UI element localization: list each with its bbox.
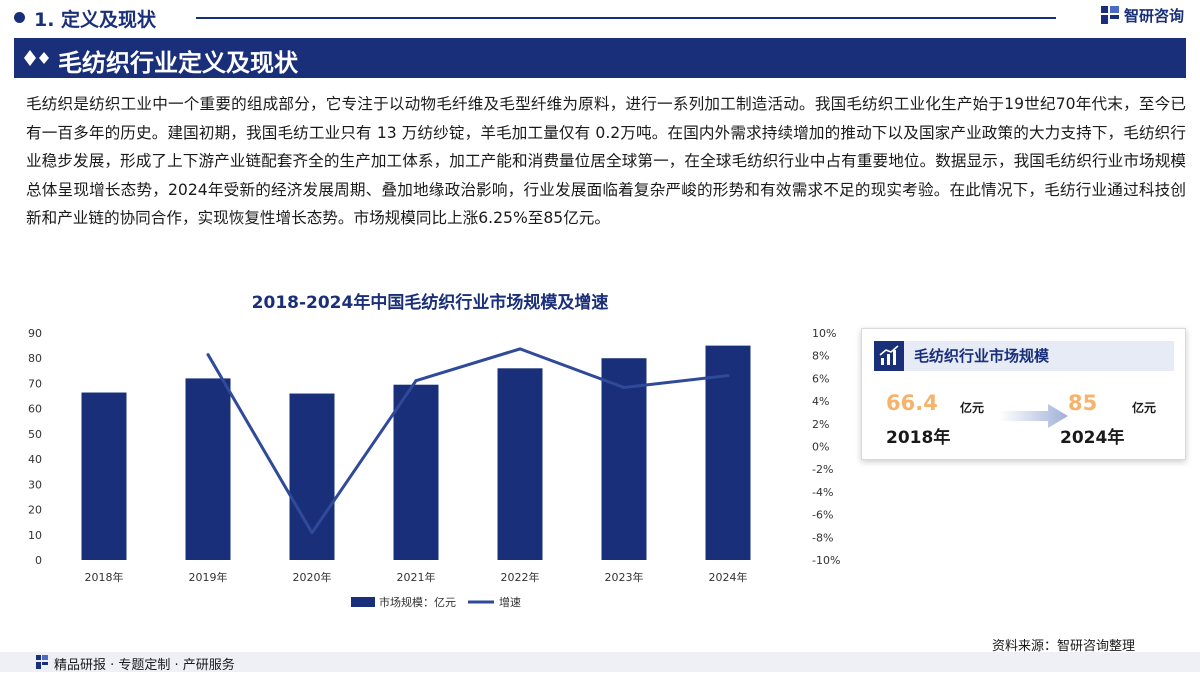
diamond-bullets-icon bbox=[24, 50, 49, 66]
growth-rate-point bbox=[518, 347, 522, 351]
left-tick-label: 0 bbox=[35, 554, 42, 567]
x-axis-labels: 2018年 2019年 2020年 2021年 2022年 2023年 2024年 bbox=[85, 570, 748, 584]
right-tick-label: -8% bbox=[812, 531, 833, 544]
growth-rate-point bbox=[726, 374, 730, 378]
brand-name: 智研咨询 bbox=[1124, 6, 1185, 25]
left-tick-label: 30 bbox=[28, 478, 42, 491]
brand-logo-icon bbox=[1101, 6, 1119, 24]
arrow-right-icon bbox=[1000, 404, 1068, 428]
legend-bar-swatch bbox=[351, 597, 375, 607]
market-size-bar bbox=[601, 358, 647, 560]
market-size-bar bbox=[289, 393, 335, 560]
brand-logo: 智研咨询 bbox=[1100, 4, 1184, 26]
x-tick-label: 2021年 bbox=[397, 570, 436, 584]
right-tick-label: -4% bbox=[812, 486, 833, 499]
growth-rate-point bbox=[310, 531, 314, 535]
right-tick-label: 10% bbox=[812, 327, 836, 340]
left-tick-label: 40 bbox=[28, 453, 42, 466]
card-title: 毛纺织行业市场规模 bbox=[914, 347, 1050, 365]
data-source: 资料来源：智研咨询整理 bbox=[992, 639, 1136, 654]
top-header: 1. 定义及现状 智研咨询 bbox=[0, 0, 1200, 34]
right-tick-label: 4% bbox=[812, 395, 829, 408]
right-tick-label: 2% bbox=[812, 418, 829, 431]
card-header: 毛纺织行业市场规模 bbox=[874, 341, 1174, 371]
left-tick-label: 60 bbox=[28, 403, 42, 416]
x-tick-label: 2019年 bbox=[189, 570, 228, 584]
end-unit: 亿元 bbox=[1132, 401, 1157, 415]
start-year: 2018年 bbox=[886, 428, 951, 448]
bar-chart-icon bbox=[874, 341, 904, 371]
intro-paragraph: 毛纺织是纺织工业中一个重要的组成部分，它专注于以动物毛纤维及毛型纤维为原料，进行… bbox=[26, 95, 1186, 228]
x-tick-label: 2023年 bbox=[605, 570, 644, 584]
growth-rate-line bbox=[206, 347, 729, 535]
left-tick-label: 80 bbox=[28, 352, 42, 365]
start-value: 66.4 bbox=[886, 391, 938, 415]
section-title: 毛纺织行业定义及现状 bbox=[58, 49, 298, 77]
x-tick-label: 2024年 bbox=[709, 570, 748, 584]
legend-bar-label: 市场规模：亿元 bbox=[379, 595, 456, 609]
right-tick-label: -10% bbox=[812, 554, 840, 567]
section-title-bar: 毛纺织行业定义及现状 bbox=[14, 38, 1186, 78]
left-tick-label: 90 bbox=[28, 327, 42, 340]
x-tick-label: 2022年 bbox=[501, 570, 540, 584]
right-tick-label: 0% bbox=[812, 441, 829, 454]
brand-small-icon bbox=[36, 655, 48, 669]
left-tick-label: 20 bbox=[28, 504, 42, 517]
section-label: 1. 定义及现状 bbox=[34, 9, 157, 31]
bottom-bar: 精品研报 · 专题定制 · 产研服务 bbox=[0, 652, 1200, 673]
market-size-chart: 0 10 20 30 40 50 60 70 80 90 -10% -8% -6% -4% -2% 0% 2%… bbox=[28, 327, 840, 609]
right-tick-label: -6% bbox=[812, 509, 833, 522]
left-tick-label: 10 bbox=[28, 529, 42, 542]
market-size-card: 毛纺织行业市场规模 66.4 亿元 2018年 85 亿元 2024年 bbox=[861, 328, 1186, 460]
legend-line-label: 增速 bbox=[499, 595, 521, 609]
left-tick-label: 50 bbox=[28, 428, 42, 441]
x-tick-label: 2020年 bbox=[293, 570, 332, 584]
header-divider bbox=[196, 17, 1056, 19]
footer-tagline: 精品研报 · 专题定制 · 产研服务 bbox=[54, 658, 235, 673]
right-tick-label: 8% bbox=[812, 350, 829, 363]
right-tick-label: -2% bbox=[812, 463, 833, 476]
bullet-dot-icon bbox=[14, 12, 25, 23]
market-size-bar bbox=[393, 384, 439, 560]
right-tick-label: 6% bbox=[812, 372, 829, 385]
end-value: 85 bbox=[1068, 391, 1098, 415]
right-axis-ticks: -10% -8% -6% -4% -2% 0% 2% 4% 6% 8% 10% bbox=[812, 327, 840, 567]
market-size-bar bbox=[185, 378, 231, 560]
end-year: 2024年 bbox=[1060, 428, 1125, 448]
chart-title: 2018-2024年中国毛纺织行业市场规模及增速 bbox=[251, 293, 609, 313]
growth-rate-point bbox=[414, 379, 418, 383]
growth-rate-point bbox=[622, 385, 626, 389]
market-size-bar bbox=[81, 392, 127, 560]
bar-series bbox=[81, 345, 751, 560]
left-tick-label: 70 bbox=[28, 377, 42, 390]
x-tick-label: 2018年 bbox=[85, 570, 124, 584]
chart-legend: 市场规模：亿元 增速 bbox=[351, 595, 521, 609]
left-axis-ticks: 0 10 20 30 40 50 60 70 80 90 bbox=[28, 327, 42, 567]
market-size-bar bbox=[497, 368, 543, 560]
start-unit: 亿元 bbox=[960, 401, 985, 415]
growth-rate-point bbox=[206, 353, 210, 357]
market-size-bar bbox=[705, 345, 751, 560]
growth-line-series bbox=[206, 347, 730, 535]
